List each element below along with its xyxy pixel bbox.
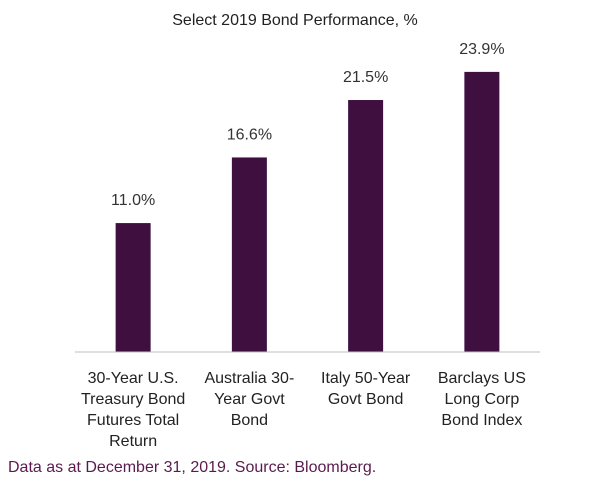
category-label-line: Govt Bond [328,391,404,408]
source-note: Data as at December 31, 2019. Source: Bl… [8,459,377,476]
category-label-line: Australia 30- [204,370,294,387]
chart-title: Select 2019 Bond Performance, % [172,12,418,29]
value-labels-layer: 11.0% 16.6% 21.5% 23.9% [111,41,505,209]
category-label-3: Italy 50-Year Govt Bond [321,370,411,408]
category-label-line: Treasury Bond [81,391,185,408]
category-label-2: Australia 30- Year Govt Bond [204,370,294,429]
bar-2 [231,157,267,352]
category-label-line: Barclays US [438,370,526,387]
category-label-line: 30-Year U.S. [88,370,179,387]
category-label-line: Bond [231,412,268,429]
bar-value-label-1: 11.0% [111,192,155,209]
bar-1 [115,223,151,352]
category-labels-layer: 30-Year U.S. Treasury Bond Futures Total Re… [81,370,526,450]
category-label-line: Long Corp [445,391,520,408]
category-label-4: Barclays US Long Corp Bond Index [438,370,526,429]
bar-value-label-2: 16.6% [227,126,272,143]
bars-layer [115,71,500,353]
category-label-line: Return [109,433,157,450]
category-label-line: Bond Index [441,412,522,429]
category-label-line: Year Govt [214,391,285,408]
bar-value-label-4: 23.9% [459,41,504,58]
category-label-1: 30-Year U.S. Treasury Bond Futures Total Re… [81,370,185,450]
bar-value-label-3: 21.5% [343,69,388,86]
category-label-line: Italy 50-Year [321,370,411,387]
bar-4 [464,71,500,352]
category-label-line: Futures Total [87,412,179,429]
bar-3 [348,100,384,353]
